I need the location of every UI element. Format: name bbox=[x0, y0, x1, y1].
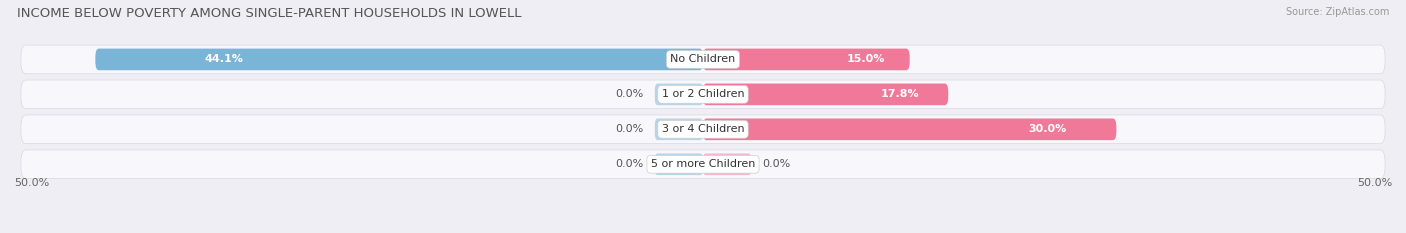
Text: 0.0%: 0.0% bbox=[616, 159, 644, 169]
Text: 0.0%: 0.0% bbox=[616, 124, 644, 134]
Text: 50.0%: 50.0% bbox=[14, 178, 49, 188]
Text: 50.0%: 50.0% bbox=[1357, 178, 1392, 188]
Text: 0.0%: 0.0% bbox=[762, 159, 790, 169]
Text: 44.1%: 44.1% bbox=[205, 55, 243, 64]
Text: INCOME BELOW POVERTY AMONG SINGLE-PARENT HOUSEHOLDS IN LOWELL: INCOME BELOW POVERTY AMONG SINGLE-PARENT… bbox=[17, 7, 522, 20]
Text: 1 or 2 Children: 1 or 2 Children bbox=[662, 89, 744, 99]
Text: 5 or more Children: 5 or more Children bbox=[651, 159, 755, 169]
Text: Source: ZipAtlas.com: Source: ZipAtlas.com bbox=[1285, 7, 1389, 17]
Text: 3 or 4 Children: 3 or 4 Children bbox=[662, 124, 744, 134]
FancyBboxPatch shape bbox=[703, 118, 1116, 140]
FancyBboxPatch shape bbox=[21, 80, 1385, 109]
FancyBboxPatch shape bbox=[655, 153, 703, 175]
FancyBboxPatch shape bbox=[21, 45, 1385, 74]
Text: 15.0%: 15.0% bbox=[846, 55, 884, 64]
FancyBboxPatch shape bbox=[96, 49, 703, 70]
FancyBboxPatch shape bbox=[655, 118, 703, 140]
Text: 0.0%: 0.0% bbox=[616, 89, 644, 99]
FancyBboxPatch shape bbox=[21, 150, 1385, 178]
FancyBboxPatch shape bbox=[703, 153, 751, 175]
FancyBboxPatch shape bbox=[703, 49, 910, 70]
FancyBboxPatch shape bbox=[655, 83, 703, 105]
FancyBboxPatch shape bbox=[703, 83, 948, 105]
Text: 17.8%: 17.8% bbox=[880, 89, 920, 99]
Text: No Children: No Children bbox=[671, 55, 735, 64]
Text: 30.0%: 30.0% bbox=[1029, 124, 1067, 134]
FancyBboxPatch shape bbox=[21, 115, 1385, 144]
